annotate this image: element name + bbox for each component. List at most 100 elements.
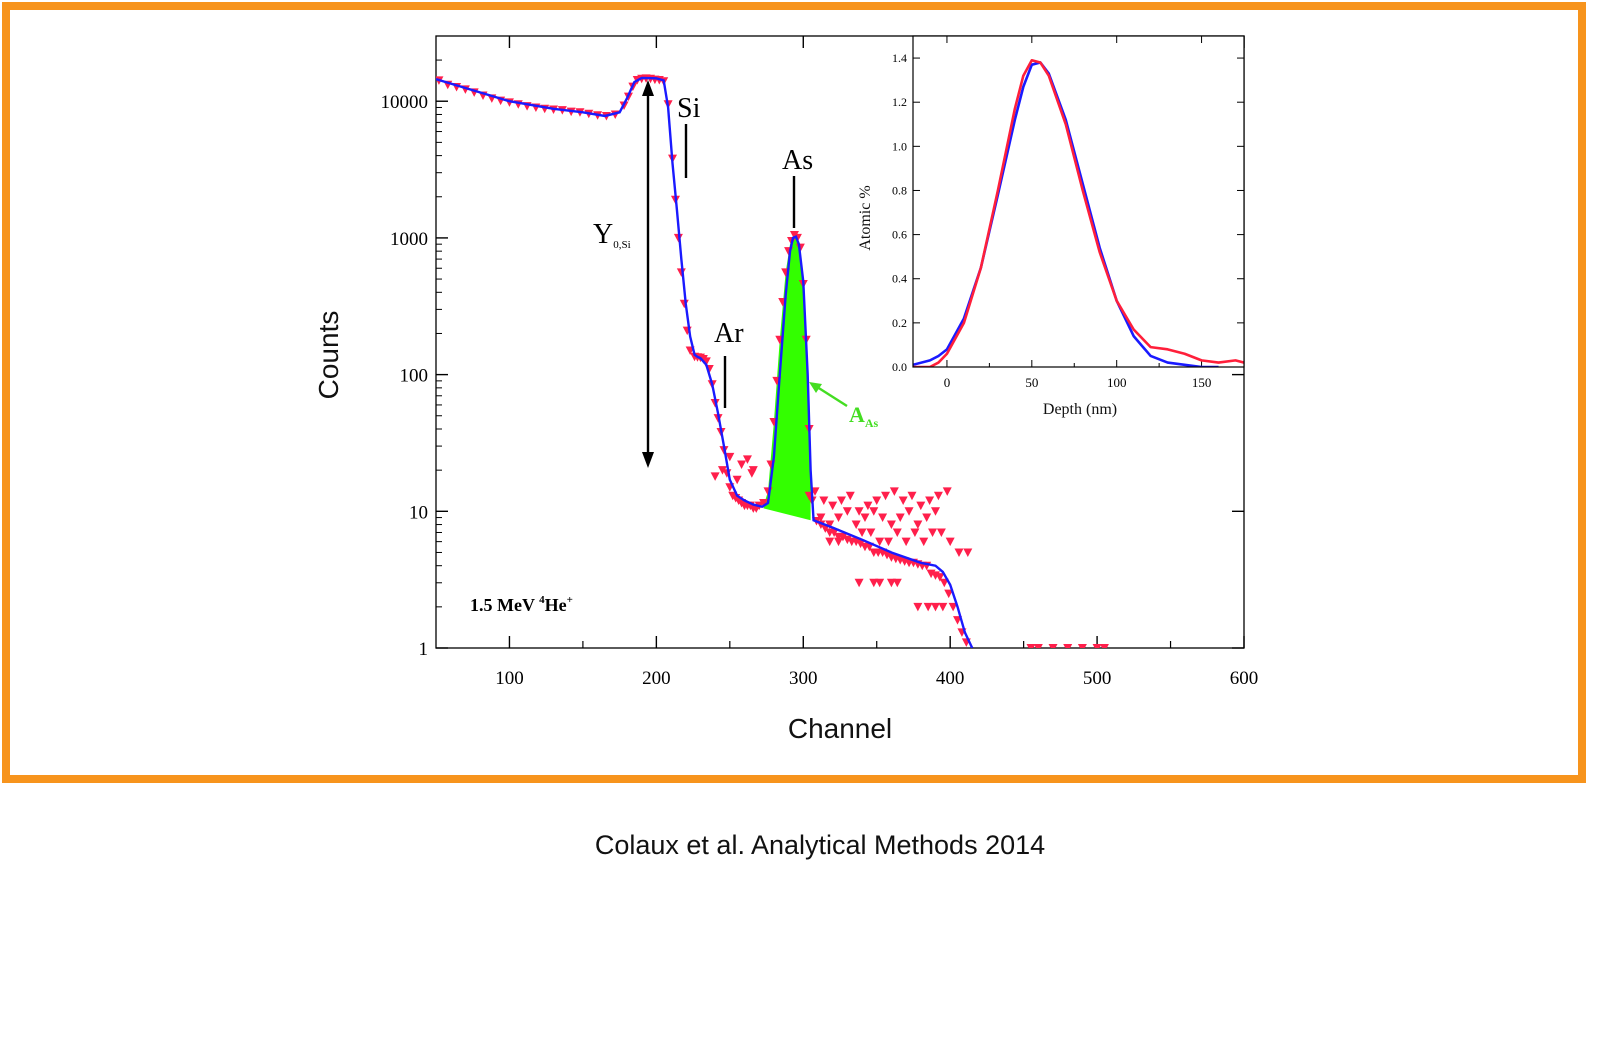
data-marker [1026,644,1036,648]
inset-y-tick-label: 1.2 [892,95,907,109]
data-marker [922,513,932,523]
inset-y-tick-label: 1.4 [892,51,907,65]
data-marker [759,499,769,508]
main-x-axis-label: Channel [788,713,892,744]
data-marker [882,550,892,560]
data-marker [717,466,727,475]
inset-x-tick-label: 50 [1025,375,1038,390]
data-marker [889,487,899,496]
data-marker [933,491,943,501]
data-marker [854,507,864,516]
data-marker [935,573,945,582]
ar-label: Ar [714,318,744,349]
main-x-tick-label: 500 [1083,668,1112,689]
data-marker [857,528,867,537]
data-marker [710,472,720,481]
inset-y-tick-label: 0.4 [892,272,907,286]
data-marker [1033,644,1043,648]
main-x-tick-label: 100 [495,668,524,689]
inset-y-tick-label: 0.8 [892,183,907,197]
data-marker [892,578,902,588]
data-marker [875,537,885,547]
data-marker [910,528,920,537]
data-marker [869,578,879,588]
main-y-tick-label: 1000 [390,229,428,250]
data-marker [732,475,742,485]
data-marker [1099,644,1109,648]
data-marker [854,578,864,588]
data-marker [875,578,885,588]
data-marker [930,602,940,612]
yield-label: Y0,Si [593,219,631,251]
main-y-tick-label: 10000 [381,92,429,113]
main-x-tick-label: 600 [1230,668,1259,689]
data-marker [828,501,838,511]
data-marker [881,491,891,501]
inset-frame [912,35,1245,368]
figure-caption: Colaux et al. Analytical Methods 2014 [594,830,1046,860]
inset-y-tick-label: 0.6 [892,228,907,242]
data-marker [819,496,829,505]
main-y-tick-label: 10 [409,502,428,523]
data-marker [904,507,914,516]
data-marker [938,602,948,612]
data-marker [913,520,923,530]
data-marker [851,520,861,530]
main-x-tick-label: 300 [789,668,818,689]
as-label: As [782,145,813,176]
data-marker [834,513,844,523]
data-marker [701,357,711,366]
inset-y-tick-label: 1.0 [892,139,907,153]
inset-x-tick-label: 100 [1107,375,1127,390]
yield-arrow [642,80,654,468]
inset-y-tick-label: 0.0 [892,360,907,374]
data-marker [742,455,752,464]
inset-lines [913,58,1244,367]
data-marker [836,496,846,505]
data-marker [1063,644,1073,648]
data-marker [829,528,839,537]
data-marker [825,520,835,530]
inset-x-tick-label: 0 [944,375,951,390]
inset-x-axis-label: Depth (nm) [1043,401,1117,418]
data-marker [747,469,757,478]
data-marker [737,460,747,469]
beam-annotation: 1.5 MeV 4He+ [470,594,573,615]
si-label: Si [677,93,701,124]
data-marker [883,537,893,547]
data-marker [936,528,946,537]
fit-curve [436,76,974,648]
data-marker [1048,644,1058,648]
data-marker [725,452,735,462]
inset-red-profile [913,58,1244,367]
data-marker [907,491,917,501]
data-marker [963,548,973,557]
data-marker [916,501,926,511]
data-marker [845,491,855,501]
main-y-tick-label: 1 [419,639,429,660]
data-marker [825,537,835,547]
data-marker [939,578,949,588]
data-marker [1092,644,1102,648]
data-marker [856,539,866,549]
figure-frame [2,2,1586,783]
data-marker [860,513,870,523]
inset-y-ticks: 0.0 0.2 0.4 0.6 0.8 1.0 1.2 1.4 [892,51,1244,374]
data-marker [838,532,848,542]
data-marker [834,537,844,547]
data-marker [942,487,952,496]
inset-plot: 0 50 100 150 0.0 0.2 0.4 0.6 0.8 1.0 1.2 1.4 Depth… [857,35,1245,418]
data-marker [954,548,964,557]
data-marker [928,528,938,537]
main-y-ticks: 1 10 100 1000 10000 [381,59,1244,660]
data-marker [901,537,911,547]
data-marker [816,513,826,523]
data-marker [869,507,879,516]
inset-x-ticks: 0 50 100 150 [912,36,1245,390]
data-marker [898,496,908,505]
data-marker [925,496,935,505]
data-marker [944,589,954,599]
data-marker [842,507,852,516]
